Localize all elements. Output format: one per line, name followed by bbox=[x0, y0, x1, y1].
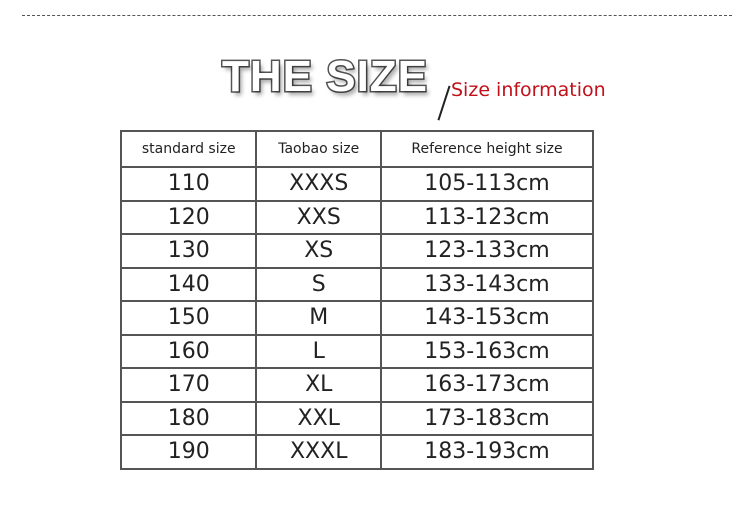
table-row: 160 L 153-163cm bbox=[119, 333, 595, 369]
standard-size-cell: 130 bbox=[119, 233, 258, 269]
standard-size-cell: 160 bbox=[119, 333, 258, 369]
reference-height-cell: 133-143cm bbox=[379, 266, 595, 302]
header-cell: standard size bbox=[119, 130, 258, 168]
table-row: 120 XXS 113-123cm bbox=[119, 199, 595, 235]
reference-height-cell: 123-133cm bbox=[379, 233, 595, 269]
taobao-size-cell: XXL bbox=[255, 400, 382, 436]
reference-height-cell: 153-163cm bbox=[379, 333, 595, 369]
size-table: standard size Taobao size Reference heig… bbox=[119, 130, 595, 470]
taobao-size-cell: S bbox=[255, 266, 382, 302]
standard-size-cell: 120 bbox=[119, 199, 258, 235]
header-row: standard size Taobao size Reference heig… bbox=[119, 130, 595, 168]
standard-size-cell: 180 bbox=[119, 400, 258, 436]
reference-height-cell: 173-183cm bbox=[379, 400, 595, 436]
standard-size-cell: 150 bbox=[119, 300, 258, 336]
table-row: 130 XS 123-133cm bbox=[119, 233, 595, 269]
slash-mark bbox=[437, 85, 451, 121]
table-row: 190 XXXL 183-193cm bbox=[119, 434, 595, 470]
dashed-divider bbox=[22, 15, 732, 16]
taobao-size-cell: M bbox=[255, 300, 382, 336]
subtitle: Size information bbox=[451, 79, 606, 101]
reference-height-cell: 105-113cm bbox=[379, 166, 595, 202]
taobao-size-cell: XS bbox=[255, 233, 382, 269]
page-title: THE SIZE bbox=[220, 51, 429, 103]
taobao-size-cell: L bbox=[255, 333, 382, 369]
standard-size-cell: 110 bbox=[119, 166, 258, 202]
table-row: 180 XXL 173-183cm bbox=[119, 400, 595, 436]
table-row: 140 S 133-143cm bbox=[119, 266, 595, 302]
taobao-size-cell: XXXS bbox=[255, 166, 382, 202]
taobao-size-cell: XXS bbox=[255, 199, 382, 235]
standard-size-cell: 170 bbox=[119, 367, 258, 403]
standard-size-cell: 140 bbox=[119, 266, 258, 302]
standard-size-cell: 190 bbox=[119, 434, 258, 470]
header-cell: Reference height size bbox=[379, 130, 595, 168]
table-row: 150 M 143-153cm bbox=[119, 300, 595, 336]
reference-height-cell: 183-193cm bbox=[379, 434, 595, 470]
header-cell: Taobao size bbox=[255, 130, 382, 168]
table-row: 110 XXXS 105-113cm bbox=[119, 166, 595, 202]
reference-height-cell: 163-173cm bbox=[379, 367, 595, 403]
taobao-size-cell: XL bbox=[255, 367, 382, 403]
reference-height-cell: 113-123cm bbox=[379, 199, 595, 235]
taobao-size-cell: XXXL bbox=[255, 434, 382, 470]
table-row: 170 XL 163-173cm bbox=[119, 367, 595, 403]
reference-height-cell: 143-153cm bbox=[379, 300, 595, 336]
